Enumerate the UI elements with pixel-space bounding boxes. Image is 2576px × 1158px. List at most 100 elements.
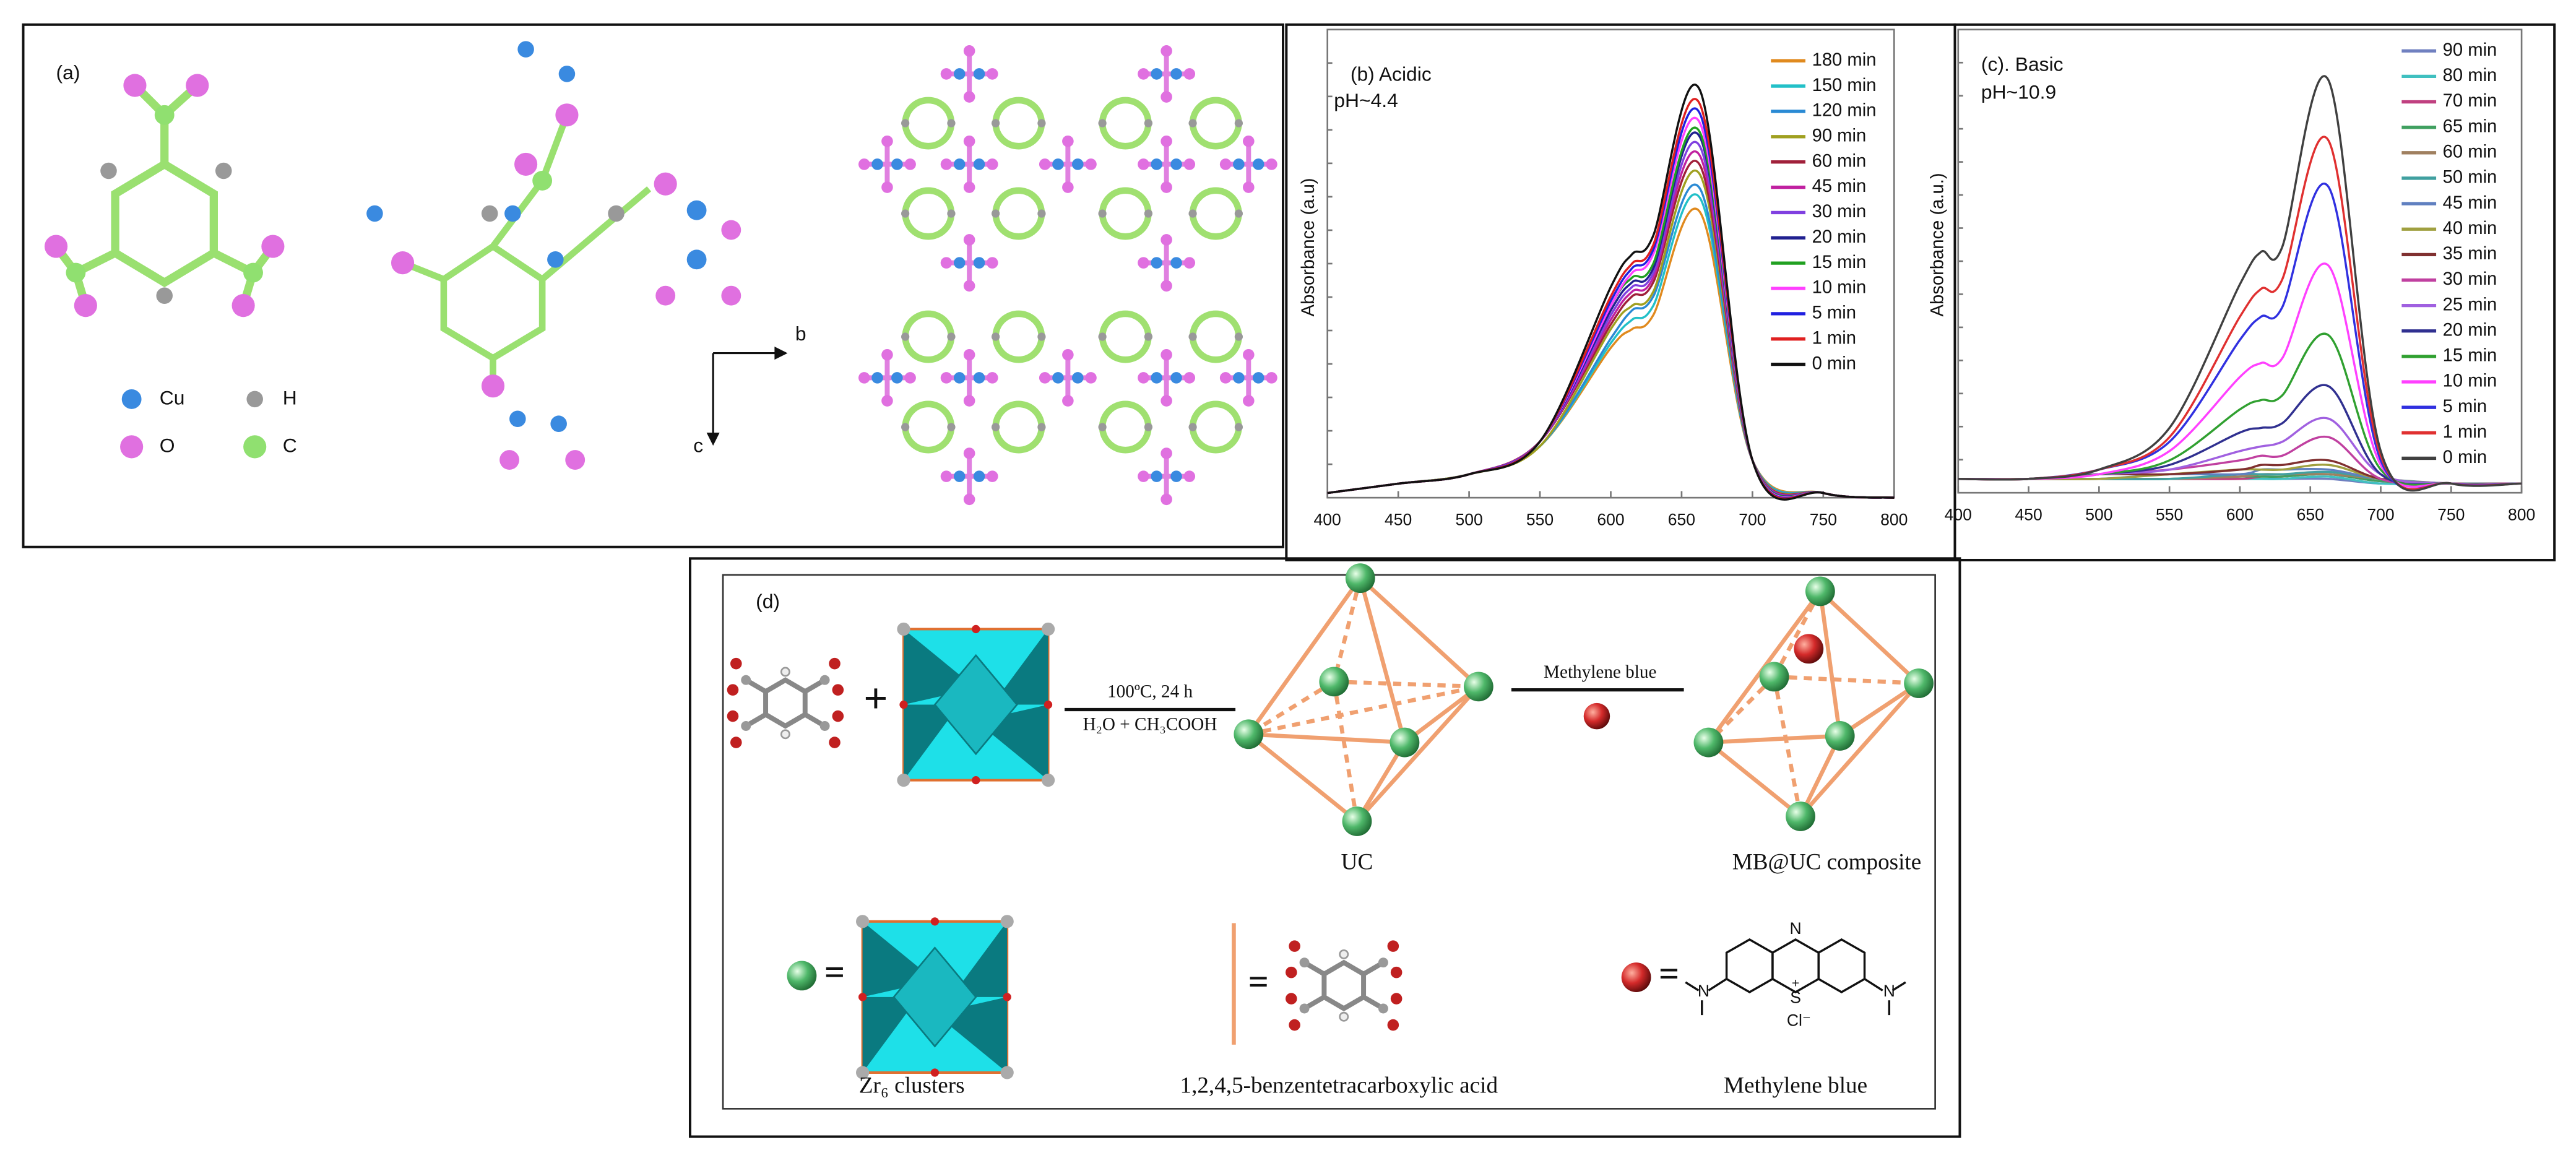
mb-uc-nodes [1693, 576, 1934, 831]
legend-label: 90 min [1812, 126, 1867, 146]
legend-label: 15 min [2443, 346, 2497, 366]
x-tick-label: 450 [1385, 510, 1412, 529]
y-axis-label: Absorbance (a.u.) [1928, 173, 1948, 316]
legend-label: 30 min [2443, 269, 2497, 289]
spectrum-line [1958, 332, 2522, 486]
spectrum-line [1327, 183, 1895, 499]
legend-label: 0 min [1812, 353, 1856, 373]
legend-label: 70 min [2443, 91, 2497, 111]
panel-d: (d) + 100ºC, 24 h H₂O + CH₃COOH UC Methy… [688, 557, 1961, 1138]
legend-label: 0 min [2443, 447, 2487, 467]
spectrum-line [1327, 193, 1895, 499]
uc-nodes [1234, 563, 1493, 836]
spectrum-line [1327, 207, 1895, 499]
panel-frame [688, 557, 1961, 1138]
atom-label: N [1789, 919, 1801, 938]
atom-label: N [1883, 982, 1895, 1000]
x-tick-label: 400 [1314, 510, 1341, 529]
framework-lattice [858, 45, 1277, 505]
spectrum-line [1327, 169, 1895, 499]
spectrum-line [1327, 126, 1895, 499]
x-tick-label: 750 [1810, 510, 1837, 529]
legend-label: 180 min [1812, 50, 1877, 70]
spectrum-line [1327, 116, 1895, 499]
legend-label: 65 min [2443, 116, 2497, 136]
spectrum-line [1958, 75, 2522, 492]
key-label: Zr₆ clusters [859, 1073, 965, 1098]
panel-frame [22, 23, 1285, 548]
equals-sign: = [1248, 962, 1269, 1002]
key-label: 1,2,4,5-benzentetracarboxylic acid [1180, 1073, 1498, 1098]
linker-atoms [44, 74, 285, 318]
x-tick-label: 800 [2508, 505, 2535, 524]
legend-label: 35 min [2443, 244, 2497, 264]
atom-label: S [1790, 988, 1801, 1007]
x-tick-label: 450 [2015, 505, 2042, 524]
x-tick-label: 550 [1526, 510, 1554, 529]
x-tick-label: 700 [2367, 505, 2394, 524]
legend-label: 30 min [1812, 202, 1867, 222]
chart-subtitle: pH~4.4 [1334, 89, 1398, 111]
chart-subtitle: pH~10.9 [1981, 81, 2056, 103]
legend-label: C [283, 434, 297, 456]
arrow-label: Methylene blue [1544, 662, 1656, 682]
mb-structure [1685, 938, 1906, 1016]
mb-molecule [1583, 702, 1610, 730]
spectrum-line [1958, 136, 2522, 491]
legend-label: O [160, 434, 175, 456]
product-label: UC [1341, 849, 1373, 875]
atom-legend [120, 389, 267, 459]
plus-sign: + [863, 675, 888, 722]
x-tick-label: 750 [2437, 505, 2465, 524]
legend-label: 20 min [1812, 227, 1867, 247]
legend-label: 45 min [2443, 193, 2497, 213]
legend-label: 60 min [2443, 142, 2497, 162]
octahedron-mb [1706, 589, 1921, 818]
spectrum-line [1327, 84, 1895, 501]
legend-label: 40 min [2443, 218, 2497, 238]
legend-label: 50 min [2443, 168, 2497, 188]
x-tick-label: 600 [1597, 510, 1624, 529]
legend-label: 25 min [2443, 295, 2497, 314]
x-tick-label: 600 [2226, 505, 2254, 524]
legend-label: 90 min [2443, 40, 2497, 60]
x-tick-label: 650 [2297, 505, 2324, 524]
axis-label: c [693, 434, 703, 456]
y-axis-label: Absorbance (a.u) [1299, 178, 1318, 316]
condition: 100ºC, 24 h [1107, 682, 1193, 702]
acid-molecule [727, 658, 844, 748]
counter-ion: Cl⁻ [1787, 1011, 1811, 1030]
key-label: Methylene blue [1724, 1073, 1867, 1098]
x-tick-label: 550 [2156, 505, 2183, 524]
axis-label: b [795, 322, 806, 345]
octahedron-uc [1247, 576, 1480, 823]
legend-label: 80 min [2443, 66, 2497, 85]
legend-label: 60 min [1812, 151, 1867, 171]
legend-label: 1 min [1812, 328, 1856, 348]
legend-label: 45 min [1812, 176, 1867, 196]
x-tick-label: 800 [1880, 510, 1908, 529]
legend-label: 20 min [2443, 320, 2497, 340]
panel-label: (d) [756, 590, 780, 612]
x-tick-label: 500 [2085, 505, 2112, 524]
zr-cluster [896, 621, 1057, 789]
spectra-charts: 400 450 500 550 600 650 700 750 800 180 min 150 mi… [1299, 28, 2535, 529]
equals-sign: = [824, 952, 845, 992]
legend-label: 120 min [1812, 101, 1877, 121]
spectrum-line [1958, 459, 2522, 485]
zr-cluster [855, 914, 1015, 1081]
axis-arrows [706, 347, 788, 446]
x-tick-label: 700 [1739, 510, 1766, 529]
condition: H₂O + CH₃COOH [1083, 715, 1217, 735]
spectrum-line [1327, 107, 1895, 499]
spectrum-line [1958, 183, 2522, 490]
plot-frame [1326, 28, 1895, 499]
coordination-atoms [366, 41, 741, 470]
legend-label: 5 min [2443, 397, 2487, 417]
panel-a: (a) Cu H O C b c [22, 23, 1285, 548]
equals-sign: = [1659, 953, 1679, 993]
legend-label: Cu [160, 386, 185, 408]
inner-frame [722, 574, 1936, 1110]
legend-label: 5 min [1812, 303, 1856, 323]
